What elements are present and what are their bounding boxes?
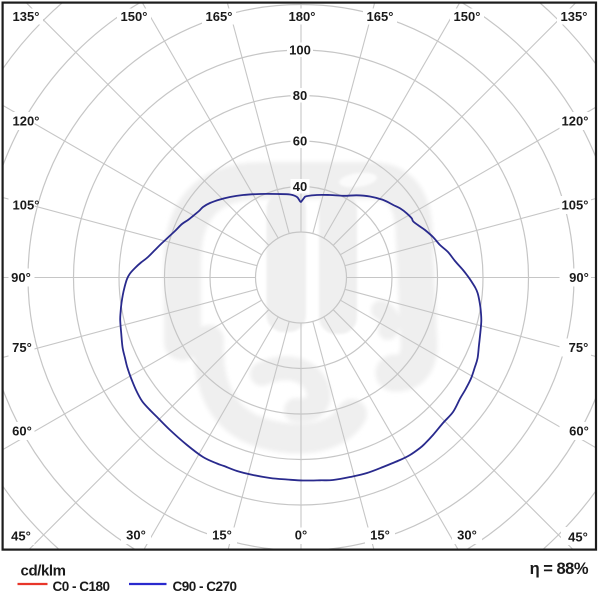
svg-text:60: 60 [293, 134, 307, 149]
svg-text:η = 88%: η = 88% [530, 560, 589, 578]
svg-text:15°: 15° [212, 528, 232, 543]
svg-text:105°: 105° [562, 198, 589, 213]
svg-text:120°: 120° [13, 114, 40, 129]
svg-text:75°: 75° [12, 340, 32, 355]
svg-text:100: 100 [289, 43, 311, 58]
svg-text:0°: 0° [295, 528, 307, 543]
svg-text:165°: 165° [367, 9, 394, 24]
svg-text:120°: 120° [562, 114, 589, 129]
svg-text:165°: 165° [206, 9, 233, 24]
svg-text:cd/klm: cd/klm [21, 563, 66, 580]
svg-text:90°: 90° [11, 270, 31, 285]
svg-text:30°: 30° [457, 528, 477, 543]
svg-text:C90 - C270: C90 - C270 [173, 579, 237, 594]
svg-text:15°: 15° [370, 528, 390, 543]
svg-text:45°: 45° [568, 530, 588, 545]
svg-text:75°: 75° [569, 340, 589, 355]
svg-text:60°: 60° [12, 424, 32, 439]
svg-text:135°: 135° [561, 9, 588, 24]
svg-text:C0 - C180: C0 - C180 [53, 579, 110, 594]
svg-text:150°: 150° [454, 9, 481, 24]
svg-text:60°: 60° [569, 424, 589, 439]
svg-text:45°: 45° [11, 529, 31, 544]
svg-text:105°: 105° [13, 198, 40, 213]
svg-text:40: 40 [293, 179, 307, 194]
svg-text:90°: 90° [569, 270, 589, 285]
svg-text:150°: 150° [121, 9, 148, 24]
svg-text:180°: 180° [289, 9, 316, 24]
svg-text:135°: 135° [13, 9, 40, 24]
svg-text:80: 80 [293, 88, 307, 103]
svg-text:30°: 30° [126, 528, 146, 543]
